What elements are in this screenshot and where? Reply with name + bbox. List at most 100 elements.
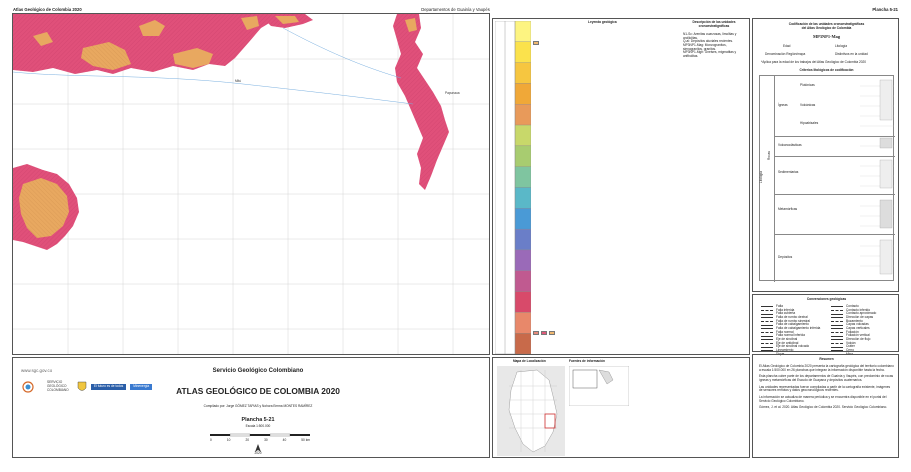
title-block: www.sgc.gov.co SERVICIO GEOLÓGICO COLOMB… [12, 357, 490, 458]
map-unit-orange-north-3 [139, 20, 165, 36]
convention-item: Contacto aproximado [831, 312, 895, 316]
summary-title: Resumen [819, 357, 834, 361]
convention-line-icon [831, 324, 843, 326]
classification-panel: Codificación de las unidades cronoestrat… [752, 18, 899, 292]
convention-label: Contacto aproximado [846, 311, 877, 316]
locator-map [497, 366, 565, 456]
convention-item: Eje de anticlinal [761, 341, 825, 346]
codif-note: *Aplica para la edad de los trabajos del… [761, 60, 867, 64]
convention-line-icon [831, 317, 843, 319]
chrono-band [514, 41, 531, 63]
sub-hipoabisales: Hipoabisales [800, 121, 819, 125]
convention-item: Buzamiento [831, 318, 895, 324]
convention-label: Falla inferida [776, 307, 795, 312]
chrono-band [514, 83, 531, 105]
codif-title-2: del Atlas Geológico de Colombia [801, 26, 852, 30]
map-unit-orange-north-5 [241, 16, 259, 30]
codif-title-1: Codificación de las unidades cronoestrat… [788, 22, 865, 26]
convention-label: Contacto [846, 304, 859, 308]
convention-label: Dirección de flujo [846, 337, 871, 342]
chrono-band [514, 270, 531, 292]
sgc-logo-text: SERVICIO GEOLÓGICO COLOMBIANO [47, 380, 69, 392]
convention-label: Capas verticales [846, 326, 870, 331]
convention-item: Capas verticales [831, 326, 895, 331]
convention-line-icon [831, 306, 843, 308]
website-label: www.sgc.gov.co [21, 368, 53, 373]
convention-line-icon [761, 313, 773, 315]
legend-unit-box [533, 41, 539, 45]
convention-label: Buzamiento [846, 318, 863, 323]
plate-label: Plancha 5-21 [241, 417, 275, 423]
convention-item: Falla de rumbo sinestral [761, 318, 825, 324]
convention-item: Eje de sinclinal volcado [761, 345, 825, 349]
convention-item: Falla de cabalgamiento [761, 323, 825, 327]
convention-line-icon [831, 328, 843, 330]
scale-bar [210, 433, 310, 437]
logo-strip: SERVICIO GEOLÓGICO COLOMBIANO El futuro … [21, 380, 153, 394]
group-igneas: Ígneas [778, 103, 788, 107]
place-label-mitu: Mitú [235, 79, 241, 83]
convention-label: Falla de cabalgamiento [776, 322, 809, 327]
sub-plutonicas: Plutónicas [800, 83, 815, 87]
convention-item: Dirección de capas [831, 315, 895, 320]
chrono-band [514, 166, 531, 188]
summary-panel: Resumen El Atlas Geológico de Colombia 2… [752, 354, 899, 458]
convention-label: Falla normal inferida [776, 333, 805, 338]
group-sedimentarias: Sedimentarias [778, 170, 799, 174]
convention-line-icon [761, 324, 773, 326]
convention-label: Falla de rumbo sinestral [776, 318, 811, 323]
map-unit-orange-ne [275, 16, 299, 24]
convention-item: Volcán [831, 340, 895, 346]
convention-label: Falla [776, 304, 783, 308]
convention-label: Falla cubierta [776, 311, 796, 316]
legend-unit-box [533, 331, 539, 335]
header-left: Atlas Geológico de Colombia 2020 [13, 7, 82, 12]
convention-item: Cerro [831, 348, 895, 353]
convention-line-icon [831, 335, 843, 337]
convention-line-icon [831, 343, 843, 345]
group-metamorficas: Metamórficas [778, 207, 798, 211]
sources-title: Fuentes de información [569, 359, 605, 363]
chrono-column [495, 21, 531, 354]
locator-panel: Mapa de Localización Fuentes de informac… [492, 357, 750, 458]
convention-line-icon [831, 332, 843, 334]
litologia-label: Litología [835, 44, 848, 48]
convention-label: Falla de cabalgamiento inferida [776, 326, 821, 331]
convention-item: Foliación [831, 330, 895, 335]
group-volcanoclasticas: Volcanoclásticas [778, 143, 802, 147]
place-label-papunaua: Papunaua [445, 91, 460, 95]
gobierno-badge: El futuro es de todos [91, 384, 127, 390]
chrono-band [514, 312, 531, 334]
convention-line-icon [761, 335, 773, 337]
convention-label: Contacto inferido [846, 307, 871, 312]
convention-line-icon [831, 321, 843, 323]
convention-line-icon [831, 310, 843, 311]
group-depositos: Depósitos [778, 255, 793, 259]
convention-line-icon [831, 339, 843, 341]
north-arrow-icon [255, 444, 261, 452]
convention-item: Falla normal inferida [761, 334, 825, 338]
convention-line-icon [831, 313, 843, 315]
chrono-band [514, 291, 531, 313]
chrono-band [514, 104, 531, 126]
convention-item: Falla inferida [761, 307, 825, 313]
convention-line-icon [761, 346, 773, 348]
convention-line-icon [761, 317, 773, 319]
region-value: Distintivos en la unidad [835, 52, 868, 56]
summary-text: El Atlas Geológico de Colombia 2020 pres… [759, 364, 894, 410]
region-label: Denominación Región/mapa [765, 52, 806, 56]
map-unit-orange-east [405, 18, 417, 32]
locator-title: Mapa de Localización [513, 359, 546, 363]
convention-item: Capas volcadas [831, 323, 895, 327]
legend-unit-box [541, 331, 547, 335]
convention-label: Foliación vertical [846, 333, 870, 338]
convention-line-icon [761, 332, 773, 334]
convention-item: Cráter [831, 345, 895, 349]
chrono-band [514, 333, 531, 354]
example-code: MP3NP1-Mag [812, 34, 841, 39]
desc-title: Descripción de las unidades cronoestrati… [692, 20, 736, 28]
chrono-band [514, 208, 531, 230]
convention-line-icon [761, 306, 773, 308]
legend-panel: Leyenda geológica Descripción de las uni… [492, 18, 750, 355]
convention-label: Volcán [846, 340, 856, 345]
